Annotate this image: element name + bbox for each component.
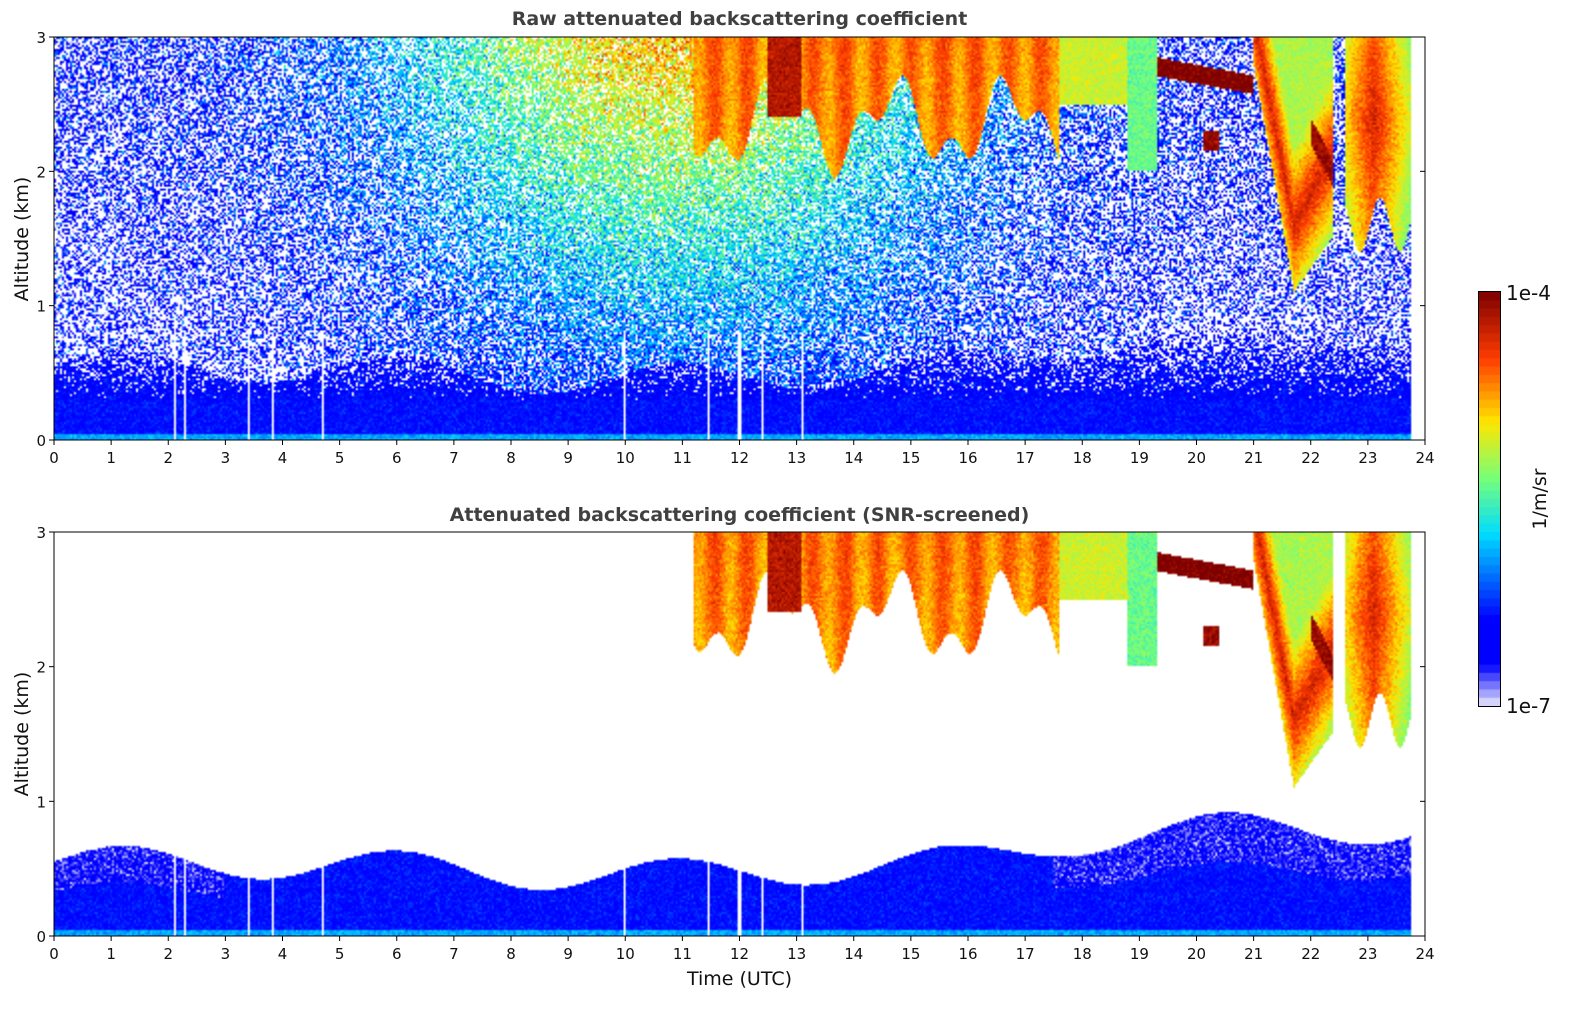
x-tick-label: 14 [844, 449, 863, 467]
x-tick-label: 6 [392, 449, 402, 467]
x-tick-label: 15 [901, 945, 920, 963]
x-tick-label: 10 [616, 945, 635, 963]
x-tick-label: 16 [958, 945, 977, 963]
x-tick-label: 7 [449, 945, 459, 963]
y-tick-label: 0 [36, 928, 46, 946]
x-tick-label: 0 [49, 945, 59, 963]
x-tick-label: 23 [1358, 945, 1377, 963]
x-tick-label: 2 [163, 945, 173, 963]
x-tick-label: 18 [1073, 945, 1092, 963]
x-tick-label: 12 [730, 945, 749, 963]
x-tick-label: 13 [787, 449, 806, 467]
x-tick-label: 5 [335, 449, 345, 467]
x-axis-label: Time (UTC) [686, 968, 793, 990]
x-tick-label: 15 [901, 449, 920, 467]
x-tick-label: 18 [1073, 449, 1092, 467]
colorbar [1478, 291, 1501, 707]
x-tick-label: 1 [106, 449, 116, 467]
x-tick-label: 11 [673, 945, 692, 963]
x-tick-label: 6 [392, 945, 402, 963]
y-tick-label: 1 [36, 298, 46, 316]
x-tick-label: 24 [1415, 945, 1434, 963]
x-tick-label: 21 [1244, 449, 1263, 467]
x-tick-label: 14 [844, 945, 863, 963]
x-tick-label: 10 [616, 449, 635, 467]
x-tick-label: 20 [1187, 449, 1206, 467]
colorbar-max-label: 1e-4 [1506, 281, 1551, 305]
plot-frame [53, 36, 1426, 441]
x-tick-label: 3 [221, 449, 231, 467]
x-tick-label: 7 [449, 449, 459, 467]
y-tick-label: 2 [36, 163, 46, 181]
y-tick-label: 2 [36, 659, 46, 677]
y-tick-label: 0 [36, 432, 46, 450]
x-tick-label: 23 [1358, 449, 1377, 467]
x-tick-label: 20 [1187, 945, 1206, 963]
x-tick-label: 16 [958, 449, 977, 467]
x-tick-label: 4 [278, 945, 288, 963]
colorbar-min-label: 1e-7 [1506, 694, 1551, 718]
top-plot-title: Raw attenuated backscattering coefficien… [511, 8, 968, 30]
y-tick-label: 3 [36, 524, 46, 542]
x-tick-label: 8 [506, 945, 516, 963]
x-tick-label: 11 [673, 449, 692, 467]
x-tick-label: 17 [1016, 945, 1035, 963]
x-tick-label: 12 [730, 449, 749, 467]
x-tick-label: 21 [1244, 945, 1263, 963]
x-tick-label: 22 [1301, 945, 1320, 963]
x-tick-label: 9 [563, 449, 573, 467]
x-tick-label: 2 [163, 449, 173, 467]
top-heatmap [54, 37, 1425, 440]
bottom-plot-title: Attenuated backscattering coefficient (S… [449, 504, 1030, 526]
x-tick-label: 24 [1415, 449, 1434, 467]
x-tick-label: 9 [563, 945, 573, 963]
top-y-axis-label: Altitude (km) [11, 176, 33, 302]
x-tick-label: 8 [506, 449, 516, 467]
x-tick-label: 3 [221, 945, 231, 963]
y-tick-label: 1 [36, 793, 46, 811]
bottom-heatmap [54, 532, 1425, 936]
colorbar-label: 1/m/sr [1529, 468, 1551, 530]
x-tick-label: 1 [106, 945, 116, 963]
x-tick-label: 22 [1301, 449, 1320, 467]
x-tick-label: 5 [335, 945, 345, 963]
plot-frame [53, 531, 1426, 937]
x-tick-label: 17 [1016, 449, 1035, 467]
x-tick-label: 4 [278, 449, 288, 467]
x-tick-label: 19 [1130, 449, 1149, 467]
bottom-y-axis-label: Altitude (km) [11, 671, 33, 797]
x-tick-label: 0 [49, 449, 59, 467]
y-tick-label: 3 [36, 29, 46, 47]
x-tick-label: 19 [1130, 945, 1149, 963]
x-tick-label: 13 [787, 945, 806, 963]
